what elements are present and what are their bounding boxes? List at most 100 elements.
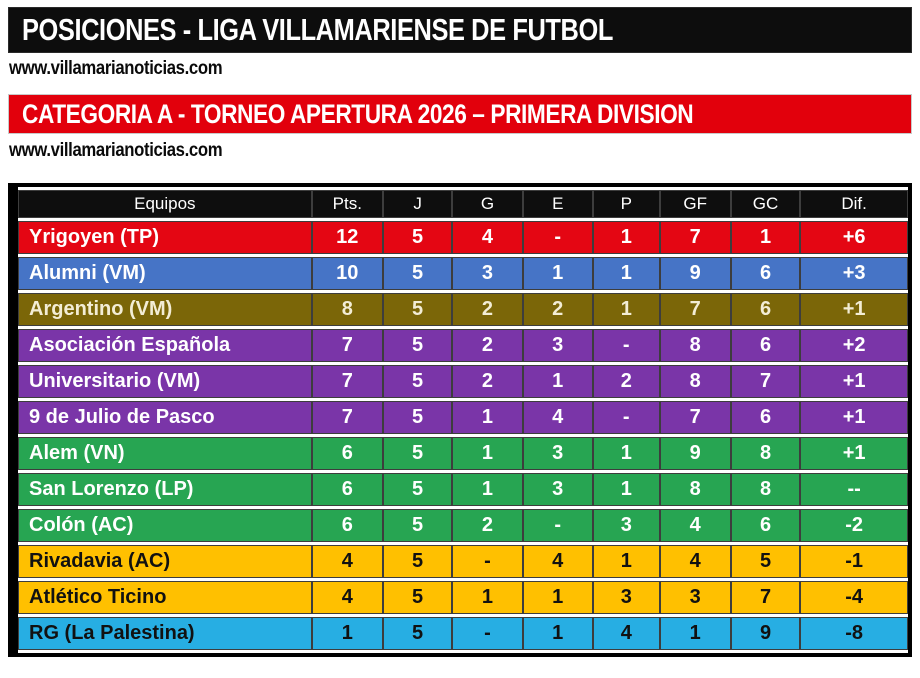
stat-cell: -- — [800, 473, 908, 506]
stat-cell: 1 — [592, 473, 660, 506]
stat-cell: 8 — [730, 473, 801, 506]
standings-table: Equipos Pts. J G E P GF GC Dif. Yrigoyen (TP) 12 5… — [18, 187, 908, 653]
stat-cell: +1 — [800, 437, 908, 470]
stat-cell: 2 — [452, 293, 523, 326]
stat-cell: 7 — [311, 329, 383, 362]
title-bar: POSICIONES - LIGA VILLAMARIENSE DE FUTBO… — [8, 7, 912, 53]
stat-cell: 7 — [659, 401, 731, 434]
stat-cell: -8 — [800, 617, 908, 650]
stat-cell: 7 — [659, 293, 731, 326]
stat-cell: 8 — [730, 437, 801, 470]
stat-cell: 1 — [592, 221, 660, 254]
stat-cell: 4 — [522, 401, 593, 434]
team-name-cell: Colón (AC) — [18, 509, 312, 542]
table-row: Argentino (VM) 8 5 2 2 1 7 6 +1 — [18, 293, 908, 326]
website-url: www.villamarianoticias.com — [9, 140, 223, 161]
stat-cell: 5 — [382, 473, 453, 506]
stat-cell: 6 — [730, 257, 801, 290]
table-header-row: Equipos Pts. J G E P GF GC Dif. — [18, 190, 908, 218]
stat-cell: - — [592, 401, 660, 434]
stat-cell: 5 — [730, 545, 801, 578]
stat-cell: 2 — [592, 365, 660, 398]
stat-cell: 5 — [382, 221, 453, 254]
stat-cell: 8 — [311, 293, 383, 326]
stat-cell: 1 — [659, 617, 731, 650]
stat-cell: 10 — [311, 257, 383, 290]
stat-cell: 5 — [382, 617, 453, 650]
stat-cell: 1 — [522, 257, 593, 290]
stat-cell: 5 — [382, 257, 453, 290]
website-url: www.villamarianoticias.com — [9, 58, 223, 79]
team-name-cell: Alumni (VM) — [18, 257, 312, 290]
stat-cell: -1 — [800, 545, 908, 578]
stat-cell: 1 — [311, 617, 383, 650]
table-row: Alumni (VM) 10 5 3 1 1 9 6 +3 — [18, 257, 908, 290]
team-name-cell: Alem (VN) — [18, 437, 312, 470]
stat-cell: 7 — [311, 401, 383, 434]
stat-cell: -4 — [800, 581, 908, 614]
stat-cell: +1 — [800, 365, 908, 398]
stat-cell: 6 — [730, 401, 801, 434]
table-row: Universitario (VM) 7 5 2 1 2 8 7 +1 — [18, 365, 908, 398]
stat-cell: 6 — [730, 329, 801, 362]
stat-cell: 5 — [382, 581, 453, 614]
stat-cell: -2 — [800, 509, 908, 542]
stat-cell: 3 — [522, 473, 593, 506]
column-header-g: G — [452, 190, 523, 218]
team-name-cell: Asociación Española — [18, 329, 312, 362]
stat-cell: 1 — [452, 473, 523, 506]
stat-cell: 2 — [522, 293, 593, 326]
stat-cell: 4 — [311, 545, 383, 578]
team-name-cell: Universitario (VM) — [18, 365, 312, 398]
stat-cell: +1 — [800, 401, 908, 434]
stat-cell: 5 — [382, 401, 453, 434]
stat-cell: 4 — [311, 581, 383, 614]
stat-cell: 4 — [452, 221, 523, 254]
stat-cell: 3 — [592, 581, 660, 614]
team-name-cell: Rivadavia (AC) — [18, 545, 312, 578]
stat-cell: 9 — [659, 437, 731, 470]
stat-cell: +1 — [800, 293, 908, 326]
team-name-cell: Atlético Ticino — [18, 581, 312, 614]
stat-cell: 3 — [659, 581, 731, 614]
stat-cell: 2 — [452, 329, 523, 362]
website-line-bottom: www.villamarianoticias.com — [9, 139, 609, 163]
stat-cell: 7 — [730, 365, 801, 398]
stat-cell: 3 — [522, 329, 593, 362]
column-header-equipos: Equipos — [18, 190, 312, 218]
stat-cell: - — [592, 329, 660, 362]
team-name-cell: RG (La Palestina) — [18, 617, 312, 650]
table-row: Alem (VN) 6 5 1 3 1 9 8 +1 — [18, 437, 908, 470]
stat-cell: 1 — [592, 545, 660, 578]
stat-cell: 1 — [592, 437, 660, 470]
stat-cell: 1 — [522, 617, 593, 650]
stat-cell: 6 — [311, 437, 383, 470]
stat-cell: +3 — [800, 257, 908, 290]
stat-cell: 4 — [659, 509, 731, 542]
table-row: 9 de Julio de Pasco 7 5 1 4-7 6 +1 — [18, 401, 908, 434]
team-name-cell: Yrigoyen (TP) — [18, 221, 312, 254]
stat-cell: +2 — [800, 329, 908, 362]
stat-cell: 6 — [730, 509, 801, 542]
table-row: Asociación Española 7 5 2 3-8 6 +2 — [18, 329, 908, 362]
stat-cell: 8 — [659, 473, 731, 506]
stat-cell: 6 — [311, 473, 383, 506]
team-name-cell: San Lorenzo (LP) — [18, 473, 312, 506]
stat-cell: 6 — [730, 293, 801, 326]
stat-cell: 12 — [311, 221, 383, 254]
stat-cell: 6 — [311, 509, 383, 542]
stat-cell: 2 — [452, 365, 523, 398]
team-name-cell: 9 de Julio de Pasco — [18, 401, 312, 434]
stat-cell: - — [452, 617, 523, 650]
stat-cell: 1 — [730, 221, 801, 254]
column-header-pts: Pts. — [311, 190, 383, 218]
stat-cell: 3 — [592, 509, 660, 542]
stat-cell: 3 — [452, 257, 523, 290]
stat-cell: 5 — [382, 365, 453, 398]
website-line-top: www.villamarianoticias.com — [9, 57, 609, 81]
stat-cell: 8 — [659, 365, 731, 398]
page-title: POSICIONES - LIGA VILLAMARIENSE DE FUTBO… — [22, 12, 613, 47]
stat-cell: 5 — [382, 545, 453, 578]
team-name-cell: Argentino (VM) — [18, 293, 312, 326]
